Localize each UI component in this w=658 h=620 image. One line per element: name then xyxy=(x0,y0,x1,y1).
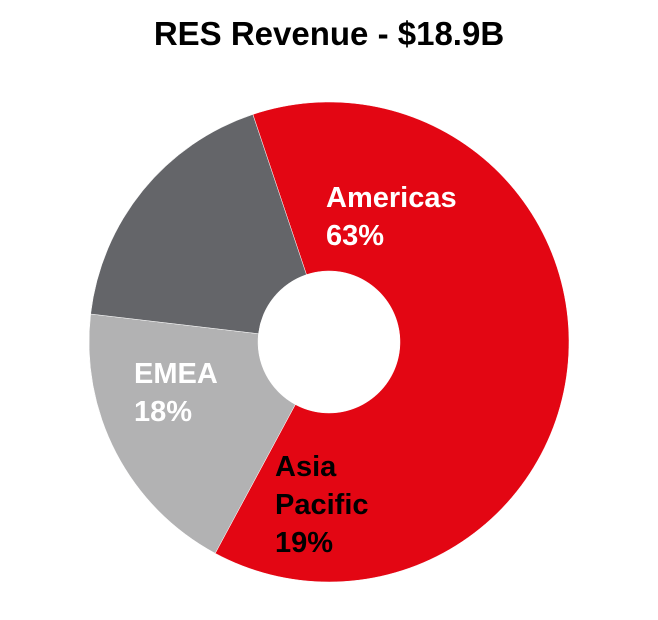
slice-label-americas: Americas 63% xyxy=(326,182,457,252)
slice-value-label: 19% xyxy=(275,527,333,559)
slice-emea xyxy=(90,114,307,334)
slices-group xyxy=(88,101,570,583)
slice-americas xyxy=(214,101,570,583)
slice-category-label: Asia xyxy=(275,451,337,483)
slice-label-asia-pacific: Asia Pacific 19% xyxy=(275,451,369,559)
slice-value-label: 18% xyxy=(134,396,192,428)
slice-category-label: EMEA xyxy=(134,358,218,390)
slice-asia-pacific xyxy=(88,313,296,554)
slice-category-label: Americas xyxy=(326,182,457,214)
slice-value-label: 63% xyxy=(326,220,384,252)
slice-category-label: Pacific xyxy=(275,489,369,521)
chart-title: RES Revenue - $18.9B xyxy=(153,15,505,52)
labels-group: Americas 63% Asia Pacific 19% EMEA 18% xyxy=(134,182,457,559)
slice-label-emea: EMEA 18% xyxy=(134,358,218,428)
